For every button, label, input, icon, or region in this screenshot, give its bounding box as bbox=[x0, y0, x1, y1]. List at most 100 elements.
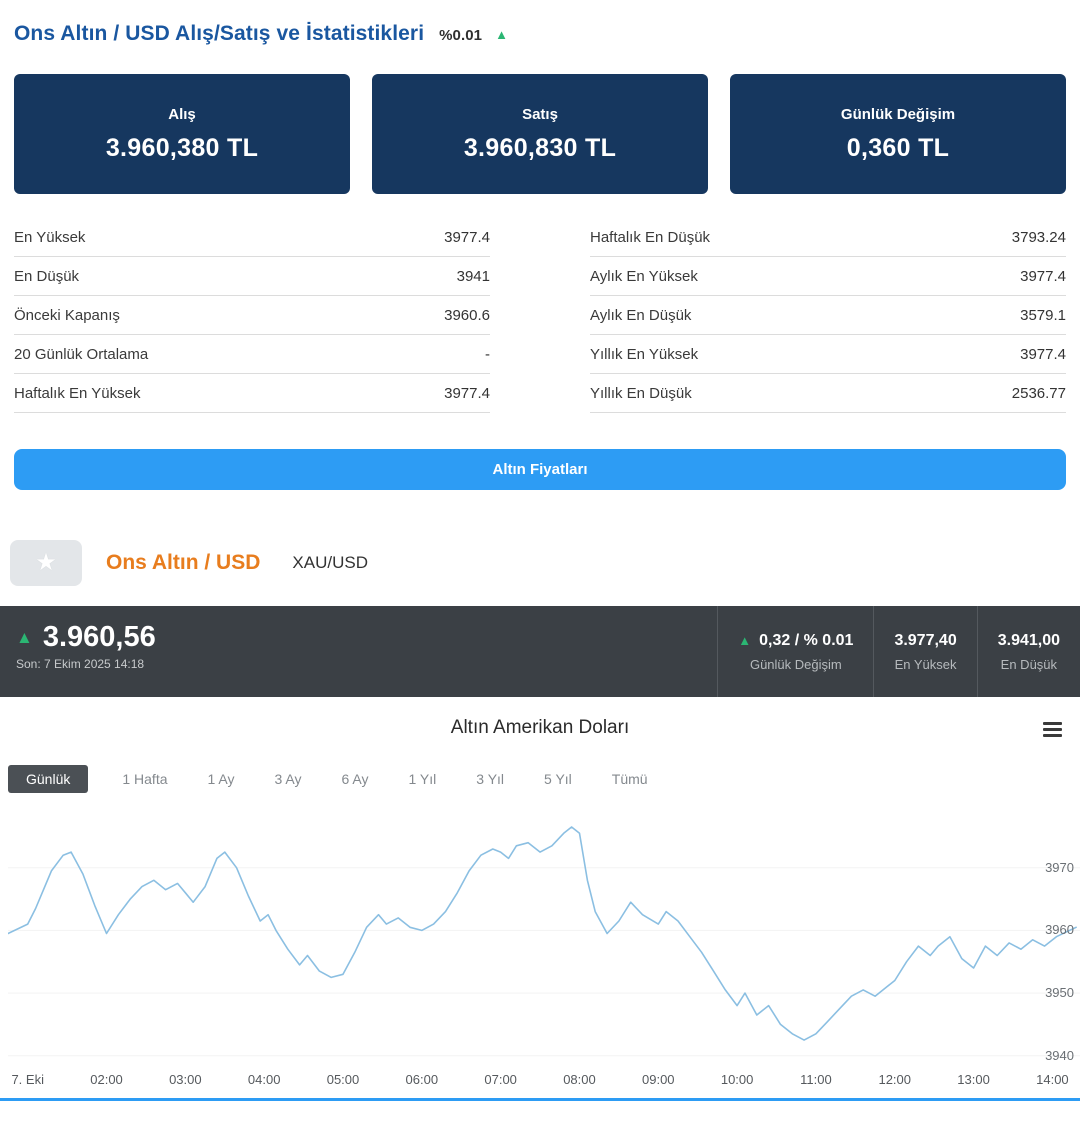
x-axis-label: 14:00 bbox=[1036, 1072, 1069, 1087]
cell-label: Günlük Değişim bbox=[749, 656, 842, 672]
stat-label: Haftalık En Düşük bbox=[590, 228, 711, 246]
chart-section: Altın Amerikan Doları Günlük 1 Hafta 1 A… bbox=[0, 717, 1080, 1092]
stat-row: Aylık En Yüksek 3977.4 bbox=[590, 257, 1066, 296]
stat-label: En Düşük bbox=[14, 267, 80, 285]
stat-value: 3941 bbox=[456, 267, 490, 285]
x-axis-label: 12:00 bbox=[878, 1072, 912, 1087]
stat-row: Haftalık En Düşük 3793.24 bbox=[590, 218, 1066, 257]
range-tab-5-yil[interactable]: 5 Yıl bbox=[544, 771, 572, 787]
stat-row: En Yüksek 3977.4 bbox=[14, 218, 490, 257]
stat-value: 3977.4 bbox=[1020, 267, 1066, 285]
stat-label: Yıllık En Düşük bbox=[590, 384, 692, 402]
day-low-value: 3.941,00 bbox=[997, 631, 1060, 649]
chart-plot[interactable] bbox=[7, 817, 1080, 1067]
buy-price-value: 3.960,380 TL bbox=[105, 133, 259, 162]
x-axis-label: 04:00 bbox=[247, 1072, 281, 1087]
stat-value: 3977.4 bbox=[444, 384, 490, 402]
stat-value: 3960.6 bbox=[444, 306, 490, 324]
range-tab-3-ay[interactable]: 3 Ay bbox=[274, 771, 302, 787]
last-update-timestamp: Son: 7 Ekim 2025 14:18 bbox=[16, 657, 145, 671]
range-tab-1-yil[interactable]: 1 Yıl bbox=[408, 771, 437, 787]
stat-row: Önceki Kapanış 3960.6 bbox=[14, 296, 490, 335]
stat-value: 3977.4 bbox=[444, 228, 490, 246]
range-tab-6-ay[interactable]: 6 Ay bbox=[341, 771, 369, 787]
chart-menu-icon[interactable] bbox=[1041, 720, 1064, 739]
stat-row: En Düşük 3941 bbox=[14, 257, 490, 296]
card-label: Alış bbox=[168, 105, 196, 123]
card-label: Günlük Değişim bbox=[840, 105, 956, 123]
x-axis-label: 08:00 bbox=[563, 1072, 596, 1087]
stat-label: Aylık En Yüksek bbox=[590, 267, 698, 285]
chart-title: Altın Amerikan Doları bbox=[450, 717, 630, 738]
x-axis-label: 06:00 bbox=[405, 1072, 439, 1087]
daily-change-cell: ▲ 0,32 / % 0.01 Günlük Değişim bbox=[717, 606, 873, 697]
stat-row: Haftalık En Yüksek 3977.4 bbox=[14, 374, 490, 413]
current-price-block: ▲ 3.960,56 Son: 7 Ekim 2025 14:18 bbox=[0, 606, 156, 697]
stats-table: En Yüksek 3977.4 En Düşük 3941 Önceki Ka… bbox=[14, 218, 1066, 413]
range-tabs: Günlük 1 Hafta 1 Ay 3 Ay 6 Ay 1 Yıl 3 Yı… bbox=[0, 765, 1080, 793]
day-low-cell: 3.941,00 En Düşük bbox=[976, 606, 1080, 697]
instrument-header: ★ Ons Altın / USD XAU/USD bbox=[0, 540, 1080, 586]
up-arrow-icon: ▲ bbox=[738, 633, 752, 648]
day-high-cell: 3.977,40 En Yüksek bbox=[873, 606, 976, 697]
daily-change-value: 0,360 TL bbox=[846, 133, 950, 162]
stat-value: - bbox=[485, 345, 490, 363]
chart-x-axis: 7. Eki 02:00 03:00 04:00 05:00 06:00 07:00 08:0… bbox=[0, 1066, 1080, 1092]
x-axis-label: 07:00 bbox=[484, 1072, 517, 1087]
y-axis-label: 3940 bbox=[1045, 1047, 1074, 1063]
up-arrow-icon: ▲ bbox=[16, 627, 33, 647]
x-axis-label: 10:00 bbox=[720, 1072, 754, 1087]
favorite-button[interactable]: ★ bbox=[10, 540, 82, 586]
stat-value: 2536.77 bbox=[1011, 384, 1066, 402]
statistics-section: Ons Altın / USD Alış/Satış ve İstatistik… bbox=[0, 0, 1080, 490]
stat-label: Aylık En Düşük bbox=[590, 306, 692, 324]
stat-value: 3793.24 bbox=[1011, 228, 1066, 246]
page-title-text: Ons Altın / USD Alış/Satış ve İstatistik… bbox=[14, 22, 425, 45]
page-title: Ons Altın / USD Alış/Satış ve İstatistik… bbox=[14, 22, 1066, 46]
current-price: 3.960,56 bbox=[42, 621, 156, 653]
x-axis-label: 13:00 bbox=[957, 1072, 990, 1087]
price-detail-cells: ▲ 0,32 / % 0.01 Günlük Değişim 3.977,40 … bbox=[717, 606, 1080, 697]
instrument-symbol: XAU/USD bbox=[292, 553, 368, 572]
stat-row: Yıllık En Yüksek 3977.4 bbox=[590, 335, 1066, 374]
stat-label: En Yüksek bbox=[14, 228, 86, 246]
daily-change-amount: 0,32 / % 0.01 bbox=[759, 631, 854, 649]
stat-label: 20 Günlük Ortalama bbox=[14, 345, 149, 363]
stat-label: Önceki Kapanış bbox=[14, 306, 120, 324]
stat-value: 3579.1 bbox=[1020, 306, 1066, 324]
x-axis-label: 03:00 bbox=[169, 1072, 202, 1087]
range-tab-tumu[interactable]: Tümü bbox=[611, 771, 648, 787]
star-icon: ★ bbox=[35, 549, 57, 576]
range-tab-gunluk[interactable]: Günlük bbox=[8, 765, 89, 793]
stat-row: Aylık En Düşük 3579.1 bbox=[590, 296, 1066, 335]
price-summary-bar: ▲ 3.960,56 Son: 7 Ekim 2025 14:18 ▲ 0,32… bbox=[0, 606, 1080, 697]
change-percent: %0.01 bbox=[439, 27, 483, 44]
y-axis-label: 3970 bbox=[1045, 859, 1074, 875]
stat-label: Yıllık En Yüksek bbox=[590, 345, 699, 363]
y-axis-label: 3950 bbox=[1045, 985, 1074, 1001]
stats-column-right: Haftalık En Düşük 3793.24 Aylık En Yükse… bbox=[590, 218, 1066, 413]
sell-price-value: 3.960,830 TL bbox=[463, 133, 617, 162]
stat-row: 20 Günlük Ortalama - bbox=[14, 335, 490, 374]
stat-row: Yıllık En Düşük 2536.77 bbox=[590, 374, 1066, 413]
gold-prices-button[interactable]: Altın Fiyatları bbox=[14, 449, 1066, 490]
stats-column-left: En Yüksek 3977.4 En Düşük 3941 Önceki Ka… bbox=[14, 218, 490, 413]
x-axis-label: 02:00 bbox=[90, 1072, 123, 1087]
x-axis-label: 09:00 bbox=[642, 1072, 675, 1087]
cell-label: En Yüksek bbox=[894, 656, 957, 672]
range-tab-1-ay[interactable]: 1 Ay bbox=[207, 771, 235, 787]
instrument-name-link[interactable]: Ons Altın / USD bbox=[106, 551, 261, 574]
stat-label: Haftalık En Yüksek bbox=[14, 384, 141, 402]
range-tab-1-hafta[interactable]: 1 Hafta bbox=[122, 771, 168, 787]
day-high-value: 3.977,40 bbox=[894, 631, 957, 649]
bottom-divider bbox=[0, 1098, 1080, 1101]
buy-price-card: Alış 3.960,380 TL bbox=[14, 74, 350, 194]
x-axis-label: 7. Eki bbox=[11, 1072, 44, 1087]
stat-value: 3977.4 bbox=[1020, 345, 1066, 363]
y-axis-label: 3960 bbox=[1045, 922, 1074, 938]
card-label: Satış bbox=[522, 105, 558, 123]
sell-price-card: Satış 3.960,830 TL bbox=[372, 74, 708, 194]
x-axis-label: 05:00 bbox=[326, 1072, 360, 1087]
price-chart[interactable]: 3970 3960 3950 3940 bbox=[0, 817, 1080, 1063]
range-tab-3-yil[interactable]: 3 Yıl bbox=[476, 771, 505, 787]
